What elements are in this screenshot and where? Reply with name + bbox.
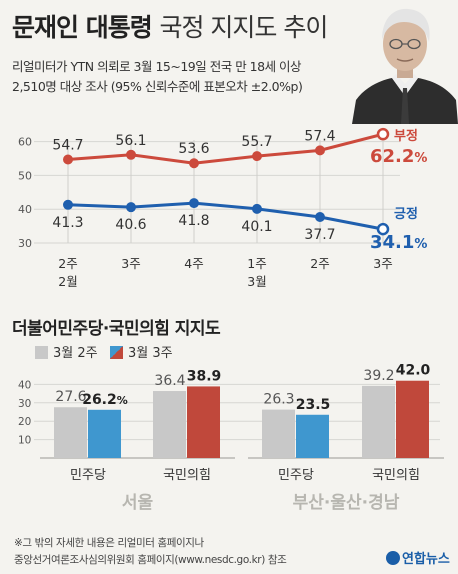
bar-value-label: 26.2% — [82, 392, 128, 408]
category-label: 민주당 — [70, 468, 106, 483]
region-label: 부산·울산·경남 — [293, 493, 400, 513]
source-line-1: 리얼미터가 YTN 의뢰로 3월 15~19일 전국 만 18세 이상 — [12, 59, 302, 74]
approval-line-chart: 30 40 50 60 2주 2월 3주 4주 1주 3월 2주 3주 54.7 56.1 53.6 55… — [18, 127, 427, 289]
logo-text: 연합뉴스 — [402, 552, 450, 567]
negative-series-line — [67, 132, 384, 165]
value-label: 54.7 — [52, 138, 83, 154]
data-point — [126, 202, 136, 213]
line-chart-series: 54.7 56.1 53.6 55.7 57.4 62.2% 부정 41.3 40.6 41.8 4… — [52, 127, 427, 253]
y-tick-label: 30 — [18, 237, 32, 250]
bar — [396, 380, 429, 458]
x-tick-sublabel: 2월 — [58, 274, 77, 289]
data-point — [189, 198, 199, 209]
footnote-line-1: ※그 밖의 자세한 내용은 리얼미터 홈페이지나 — [14, 537, 204, 549]
yonhap-logo-icon — [386, 551, 400, 565]
title-rest: 국정 지지도 추이 — [159, 13, 328, 42]
x-tick-sublabel: 3월 — [247, 274, 266, 289]
legend-label-curr: 3월 3주 — [128, 346, 173, 361]
y-tick-label: 10 — [18, 435, 31, 447]
bar-value-label: 38.9 — [187, 368, 222, 384]
bar-chart-title: 더불어민주당·국민의힘 지지도 — [12, 319, 221, 339]
positive-series-line — [67, 201, 384, 231]
value-label: 37.7 — [304, 227, 335, 243]
value-label: 57.4 — [304, 128, 335, 144]
line-chart-gridlines — [34, 141, 400, 244]
bar — [362, 385, 395, 458]
data-point — [189, 158, 199, 169]
legend-swatch-gray — [35, 346, 48, 359]
data-point — [252, 151, 262, 162]
chart-title: 문재인 대통령 국정 지지도 추이 — [12, 8, 328, 44]
bar-value-label: 27.6 — [55, 389, 86, 405]
x-tick-label: 4주 — [184, 256, 203, 271]
region-label: 서울 — [122, 493, 154, 513]
x-tick-label: 3주 — [373, 256, 392, 271]
y-tick-label: 50 — [18, 169, 32, 182]
y-tick-label: 60 — [18, 136, 32, 149]
bar — [88, 409, 121, 458]
legend-item-prev: 3월 2주 — [35, 342, 98, 361]
x-tick-label: 2주 — [310, 256, 329, 271]
value-label: 41.8 — [178, 213, 209, 229]
bar-value-label: 42.0 — [396, 363, 431, 379]
title-bold: 문재인 대통령 — [12, 13, 153, 42]
bar-value-label: 39.2 — [363, 368, 394, 384]
line-chart-x-ticks: 2주 2월 3주 4주 1주 3월 2주 3주 — [58, 256, 392, 289]
president-portrait — [352, 8, 458, 124]
value-label: 53.6 — [178, 141, 209, 157]
series-name-label: 긍정 — [394, 206, 418, 222]
value-label: 55.7 — [241, 134, 272, 150]
data-point — [126, 149, 136, 160]
category-label: 국민의힘 — [163, 468, 211, 483]
bar — [296, 414, 329, 458]
bar-value-label: 23.5 — [296, 397, 331, 413]
footnote-line-2: 중앙선거여론조사심의위원회 홈페이지(www.nesdc.go.kr) 참조 — [14, 554, 287, 566]
x-tick-label: 2주 — [58, 256, 77, 271]
data-point — [252, 203, 262, 214]
data-point — [315, 211, 325, 222]
legend-swatch-blue-red — [110, 346, 123, 359]
data-point — [315, 145, 325, 156]
line-chart-y-ticks: 30 40 50 60 — [18, 136, 32, 250]
source-line-2: 2,510명 대상 조사 (95% 신뢰수준에 표본오차 ±2.0%p) — [12, 79, 303, 94]
data-point — [63, 154, 73, 165]
value-label: 41.3 — [52, 215, 83, 231]
bar-chart-y-ticks: 10 20 30 40 — [18, 379, 31, 446]
y-tick-label: 20 — [18, 416, 31, 428]
y-tick-label: 30 — [18, 398, 31, 410]
y-tick-label: 40 — [18, 379, 31, 391]
x-tick-label: 1주 — [247, 256, 266, 271]
last-value-label: 62.2% — [370, 146, 427, 167]
x-tick-label: 3주 — [121, 256, 140, 271]
legend-label-prev: 3월 2주 — [53, 346, 98, 361]
value-label: 40.1 — [241, 219, 272, 235]
bar — [54, 407, 87, 458]
last-value-label: 34.1% — [370, 232, 427, 253]
value-label: 56.1 — [115, 133, 146, 149]
bar — [262, 409, 295, 458]
value-label: 40.6 — [115, 217, 146, 233]
data-point — [63, 199, 73, 210]
yonhap-logo: 연합뉴스 — [386, 548, 450, 567]
bar-value-label: 36.4 — [154, 373, 185, 389]
category-label: 민주당 — [278, 468, 314, 483]
bar — [153, 391, 186, 458]
legend-item-curr: 3월 3주 — [110, 342, 173, 361]
series-name-label: 부정 — [394, 128, 418, 144]
data-point — [376, 127, 390, 141]
bar-value-label: 26.3 — [263, 392, 294, 408]
category-label: 국민의힘 — [372, 468, 420, 483]
data-point — [376, 222, 390, 236]
y-tick-label: 40 — [18, 203, 32, 216]
bar — [187, 386, 220, 458]
